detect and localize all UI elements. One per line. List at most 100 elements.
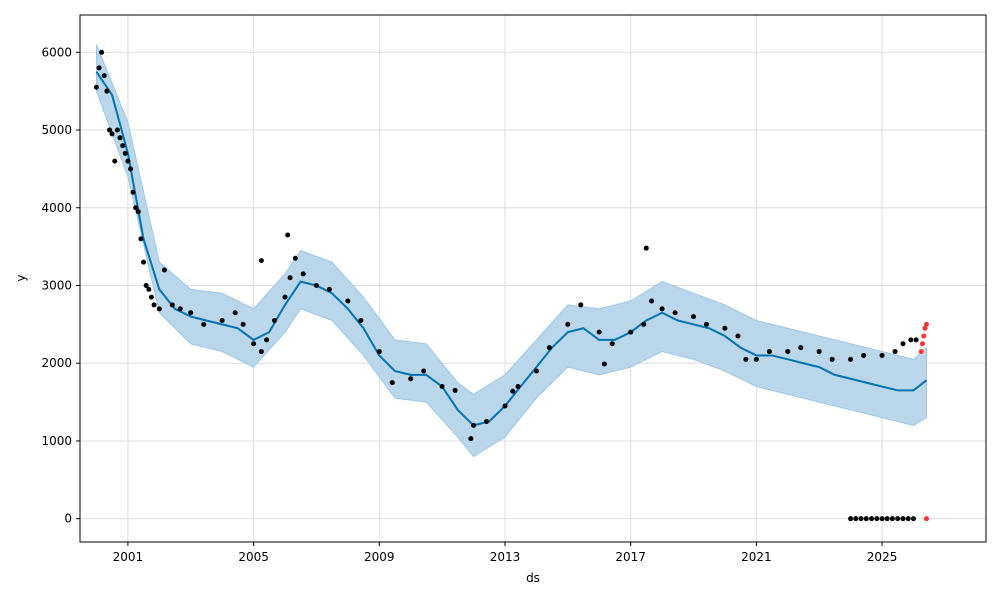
observed-point bbox=[109, 131, 115, 137]
observed-point bbox=[690, 314, 696, 320]
observed-point bbox=[143, 282, 149, 288]
forecast-line bbox=[95, 71, 928, 427]
x-tick-label: 2025 bbox=[867, 550, 898, 564]
observed-point bbox=[117, 135, 123, 141]
y-axis-title: y bbox=[14, 274, 28, 281]
observed-point bbox=[643, 245, 649, 251]
observed-point bbox=[743, 356, 749, 362]
observed-point bbox=[177, 306, 183, 312]
observed-point bbox=[408, 376, 414, 382]
observed-point bbox=[258, 349, 264, 355]
y-tick-label: 2000 bbox=[41, 356, 72, 370]
observed-points-layer bbox=[93, 49, 929, 522]
observed-point bbox=[188, 310, 194, 316]
observed-point bbox=[130, 189, 136, 195]
observed-point bbox=[884, 516, 890, 522]
recent-point bbox=[923, 516, 929, 522]
x-tick-label: 2013 bbox=[490, 550, 521, 564]
observed-point bbox=[93, 84, 99, 90]
observed-point bbox=[201, 321, 207, 327]
observed-point bbox=[232, 310, 238, 316]
y-tick-label: 6000 bbox=[41, 45, 72, 59]
observed-point bbox=[287, 275, 293, 281]
observed-point bbox=[546, 345, 552, 351]
x-axis-ticks: 2001 2005 2009 2013 2017 2021 2025 bbox=[113, 542, 898, 564]
observed-point bbox=[889, 516, 895, 522]
observed-point bbox=[785, 349, 791, 355]
observed-point bbox=[502, 403, 508, 409]
observed-point bbox=[565, 321, 571, 327]
observed-point bbox=[895, 516, 901, 522]
observed-point bbox=[96, 65, 102, 71]
observed-point bbox=[829, 356, 835, 362]
observed-point bbox=[313, 282, 319, 288]
observed-point bbox=[649, 298, 655, 304]
observed-point bbox=[389, 380, 395, 386]
observed-point bbox=[114, 127, 120, 133]
observed-point bbox=[908, 337, 914, 343]
y-axis-ticks: 0 1000 2000 3000 4000 5000 6000 bbox=[41, 45, 80, 526]
observed-point bbox=[848, 516, 854, 522]
observed-point bbox=[533, 368, 539, 374]
observed-point bbox=[879, 516, 885, 522]
x-tick-label: 2005 bbox=[238, 550, 269, 564]
observed-point bbox=[596, 329, 602, 335]
observed-point bbox=[219, 317, 225, 323]
x-tick-label: 2017 bbox=[615, 550, 646, 564]
observed-point bbox=[161, 267, 167, 273]
observed-point bbox=[484, 419, 490, 425]
observed-point bbox=[99, 49, 105, 55]
observed-point bbox=[148, 294, 154, 300]
observed-point bbox=[452, 387, 458, 393]
recent-point bbox=[919, 341, 925, 347]
uncertainty-band-layer bbox=[95, 44, 927, 458]
observed-point bbox=[858, 516, 864, 522]
observed-point bbox=[122, 150, 128, 156]
observed-point bbox=[156, 306, 162, 312]
observed-point bbox=[900, 516, 906, 522]
observed-point bbox=[151, 302, 157, 308]
observed-point bbox=[515, 384, 521, 390]
observed-point bbox=[112, 158, 118, 164]
observed-point bbox=[892, 349, 898, 355]
observed-point bbox=[125, 158, 131, 164]
observed-point bbox=[816, 349, 822, 355]
observed-point bbox=[641, 321, 647, 327]
observed-point bbox=[421, 368, 427, 374]
recent-point bbox=[923, 321, 929, 327]
x-tick-label: 2021 bbox=[741, 550, 772, 564]
observed-point bbox=[104, 88, 110, 94]
observed-point bbox=[471, 422, 477, 428]
observed-point bbox=[282, 294, 288, 300]
observed-point bbox=[861, 352, 867, 358]
recent-point bbox=[922, 325, 928, 331]
observed-point bbox=[601, 361, 607, 367]
observed-point bbox=[848, 356, 854, 362]
observed-point bbox=[300, 271, 306, 277]
observed-point bbox=[869, 516, 875, 522]
forecast-line-layer bbox=[95, 71, 928, 427]
observed-point bbox=[468, 436, 474, 442]
observed-point bbox=[628, 329, 634, 335]
observed-point bbox=[439, 384, 445, 390]
observed-point bbox=[326, 286, 332, 292]
observed-point bbox=[146, 286, 152, 292]
observed-point bbox=[101, 73, 107, 79]
observed-point bbox=[138, 236, 144, 242]
observed-point bbox=[798, 345, 804, 351]
observed-point bbox=[128, 166, 134, 172]
observed-point bbox=[120, 143, 126, 149]
observed-point bbox=[272, 317, 278, 323]
observed-point bbox=[264, 337, 270, 343]
observed-point bbox=[863, 516, 869, 522]
observed-point bbox=[285, 232, 291, 238]
observed-point bbox=[913, 337, 919, 343]
observed-point bbox=[140, 259, 146, 265]
uncertainty-band bbox=[95, 44, 927, 458]
recent-point bbox=[918, 349, 924, 355]
observed-point bbox=[292, 255, 298, 261]
observed-point bbox=[510, 388, 516, 394]
x-axis-title: ds bbox=[526, 571, 540, 585]
